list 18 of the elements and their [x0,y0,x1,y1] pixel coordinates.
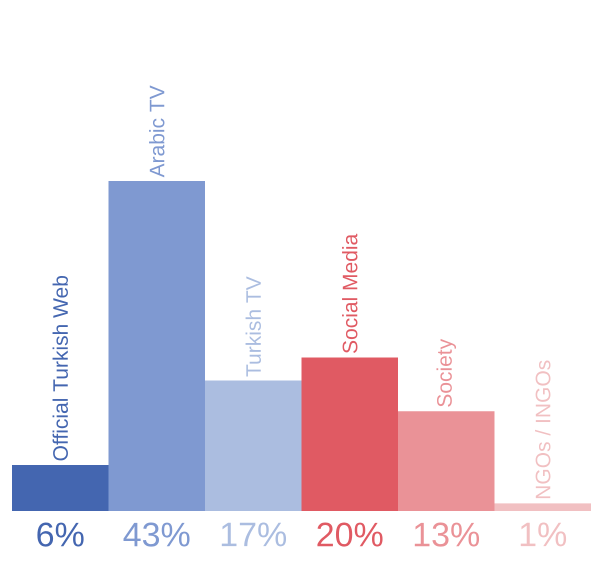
data-label: 13% [414,522,480,547]
bar [12,464,108,511]
bar [108,181,205,511]
x-tick-label: Social Media [342,234,358,354]
data-label: 6% [37,522,84,547]
bar [302,358,398,511]
x-tick-label: Society [436,338,456,407]
x-tick-label: Arabic TV [149,85,164,178]
bar [205,380,302,511]
data-label: 43% [124,522,190,547]
x-tick-label: Turkish TV [246,276,261,377]
data-label: 20% [317,522,383,547]
data-label: 1% [520,522,566,546]
x-tick-label: NGOs / INGOs [535,360,550,498]
bar [398,411,494,511]
data-label: 17% [222,522,286,546]
bar [494,503,591,511]
x-tick-label: Official Turkish Web [52,276,68,460]
